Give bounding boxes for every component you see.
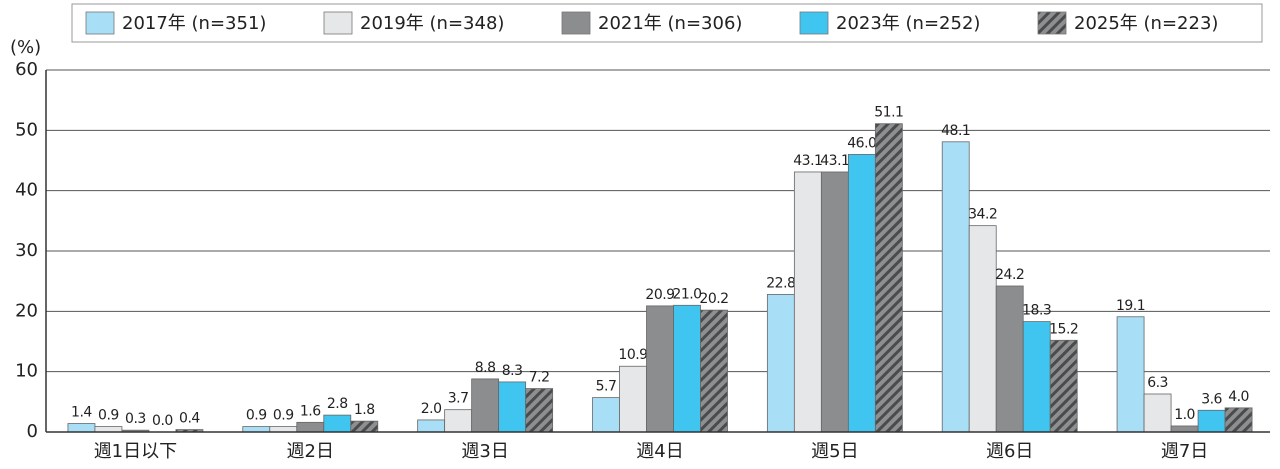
bar	[646, 305, 674, 433]
bar	[444, 409, 473, 433]
value-label: 46.0	[847, 135, 876, 151]
bar	[1116, 316, 1145, 433]
x-tick-label: 週1日以下	[94, 441, 177, 462]
legend-swatch	[561, 11, 591, 35]
bar	[1197, 409, 1226, 433]
value-label: 8.8	[475, 360, 496, 376]
y-tick-label: 20	[15, 300, 38, 321]
value-label: 43.1	[793, 153, 822, 169]
x-tick-label: 週5日	[811, 441, 858, 462]
bar	[592, 397, 620, 433]
bar	[847, 154, 876, 433]
bar	[94, 426, 123, 433]
value-label: 48.1	[941, 123, 970, 139]
bar	[525, 388, 554, 433]
bar	[498, 381, 527, 433]
x-tick-label: 週3日	[461, 441, 508, 462]
value-label: 4.0	[1228, 389, 1249, 405]
value-label: 1.4	[71, 405, 92, 421]
bar	[471, 378, 500, 433]
bar	[417, 419, 446, 433]
value-label: 0.9	[98, 408, 119, 424]
x-tick-label: 週4日	[636, 441, 683, 462]
value-label: 24.2	[995, 267, 1024, 283]
value-label: 51.1	[874, 105, 903, 121]
bar	[968, 225, 997, 433]
bar	[700, 309, 728, 433]
value-label: 19.1	[1116, 298, 1145, 314]
legend-label: 2017年 (n=351)	[122, 13, 266, 34]
value-label: 0.3	[125, 411, 146, 427]
legend-swatch	[799, 11, 829, 35]
value-label: 15.2	[1049, 321, 1078, 337]
value-label: 3.7	[448, 391, 469, 407]
value-label: 0.0	[152, 413, 173, 429]
bar	[1170, 425, 1199, 433]
bar	[673, 304, 701, 433]
bar	[941, 141, 970, 433]
value-label: 22.8	[766, 275, 795, 291]
bar	[619, 365, 647, 433]
value-label: 0.9	[246, 408, 267, 424]
y-tick-label: 10	[15, 361, 38, 382]
value-label: 1.6	[300, 403, 321, 419]
value-label: 1.8	[354, 402, 375, 418]
value-label: 8.3	[502, 363, 523, 379]
value-label: 43.1	[820, 153, 849, 169]
y-tick-label: 30	[15, 240, 38, 261]
legend-swatch	[323, 11, 353, 35]
legend-swatch	[85, 11, 115, 35]
value-label: 0.9	[273, 408, 294, 424]
value-label: 2.8	[327, 396, 348, 412]
value-label: 7.2	[529, 370, 550, 386]
y-tick-label: 40	[15, 180, 38, 201]
bar	[995, 285, 1024, 433]
value-label: 20.2	[699, 291, 728, 307]
bar	[793, 171, 822, 433]
x-tick-label: 週2日	[287, 441, 334, 462]
bar	[296, 421, 325, 433]
legend-label: 2021年 (n=306)	[598, 13, 742, 34]
value-label: 21.0	[672, 286, 701, 302]
bar	[242, 426, 271, 433]
value-label: 0.4	[179, 411, 200, 427]
x-tick-label: 週7日	[1161, 441, 1208, 462]
value-label: 6.3	[1147, 375, 1168, 391]
value-label: 1.0	[1174, 407, 1195, 423]
y-tick-label: 50	[15, 119, 38, 140]
bar	[323, 414, 352, 433]
legend-label: 2023年 (n=252)	[836, 13, 980, 34]
value-label: 10.9	[618, 347, 647, 363]
bar	[874, 123, 903, 433]
value-label: 2.0	[421, 401, 442, 417]
bar	[350, 420, 379, 433]
bar	[1049, 339, 1078, 433]
y-axis-label: (%)	[10, 37, 41, 58]
value-label: 5.7	[596, 379, 617, 395]
value-label: 18.3	[1022, 303, 1051, 319]
bar	[269, 426, 298, 433]
value-label: 20.9	[645, 287, 674, 303]
bar	[766, 294, 795, 433]
y-tick-label: 0	[27, 421, 38, 442]
y-tick-label: 60	[15, 59, 38, 80]
value-label: 3.6	[1201, 391, 1222, 407]
legend-label: 2019年 (n=348)	[360, 13, 504, 34]
bar	[1143, 393, 1172, 433]
bar	[1022, 321, 1051, 433]
x-tick-label: 週6日	[986, 441, 1033, 462]
bar	[1224, 407, 1253, 433]
legend-swatch	[1037, 11, 1067, 35]
bar	[820, 171, 849, 433]
value-label: 34.2	[968, 207, 997, 223]
bar	[67, 423, 96, 433]
legend-label: 2025年 (n=223)	[1074, 13, 1218, 34]
